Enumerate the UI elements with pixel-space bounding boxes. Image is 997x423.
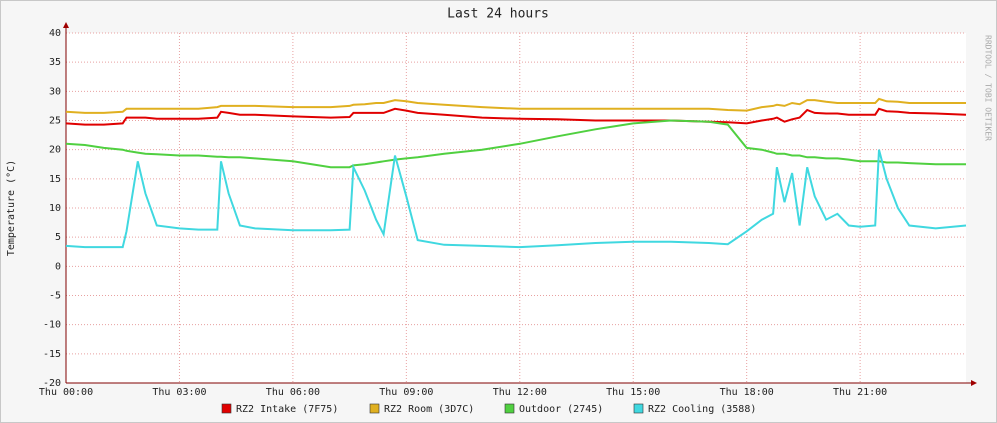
y-tick-label: 5 [55, 232, 61, 243]
series-line [65, 149, 967, 249]
x-tick-label: Thu 06:00 [266, 387, 320, 398]
x-tick-label: Thu 21:00 [833, 387, 887, 398]
y-tick-label: -15 [43, 349, 61, 360]
axis-arrow [971, 380, 977, 386]
y-tick-label: 30 [49, 86, 61, 97]
x-tick-label: Thu 18:00 [720, 387, 774, 398]
y-tick-label: -10 [43, 320, 61, 331]
y-tick-label: 35 [49, 57, 61, 68]
x-tick-label: Thu 03:00 [152, 387, 206, 398]
watermark: RRDTOOL / TOBI OETIKER [984, 35, 993, 141]
series-line [65, 97, 966, 114]
legend-swatch [504, 403, 515, 414]
y-tick-label: -5 [49, 291, 61, 302]
x-tick-label: Thu 12:00 [493, 387, 547, 398]
axis-arrow [63, 22, 69, 28]
y-tick-label: 25 [49, 116, 61, 127]
legend-swatch [633, 403, 644, 414]
y-tick-label: 40 [49, 28, 61, 39]
legend-swatch [221, 403, 232, 414]
y-tick-label: 10 [49, 203, 61, 214]
legend-label: RZ2 Room (3D7C) [384, 404, 474, 415]
y-axis-label: Temperature (°C) [6, 160, 17, 256]
y-tick-label: -20 [43, 378, 61, 389]
x-tick-label: Thu 15:00 [606, 387, 660, 398]
y-tick-label: 0 [55, 261, 61, 272]
series-line [65, 119, 966, 169]
legend-label: Outdoor (2745) [519, 404, 603, 415]
series-line [65, 107, 967, 126]
y-tick-label: 15 [49, 174, 61, 185]
x-tick-label: Thu 00:00 [39, 387, 93, 398]
y-tick-label: 20 [49, 145, 61, 156]
legend-swatch [369, 403, 380, 414]
x-tick-label: Thu 09:00 [379, 387, 433, 398]
legend-label: RZ2 Cooling (3588) [648, 404, 756, 415]
chart-title: Last 24 hours [447, 7, 549, 22]
legend-label: RZ2 Intake (7F75) [236, 404, 338, 415]
